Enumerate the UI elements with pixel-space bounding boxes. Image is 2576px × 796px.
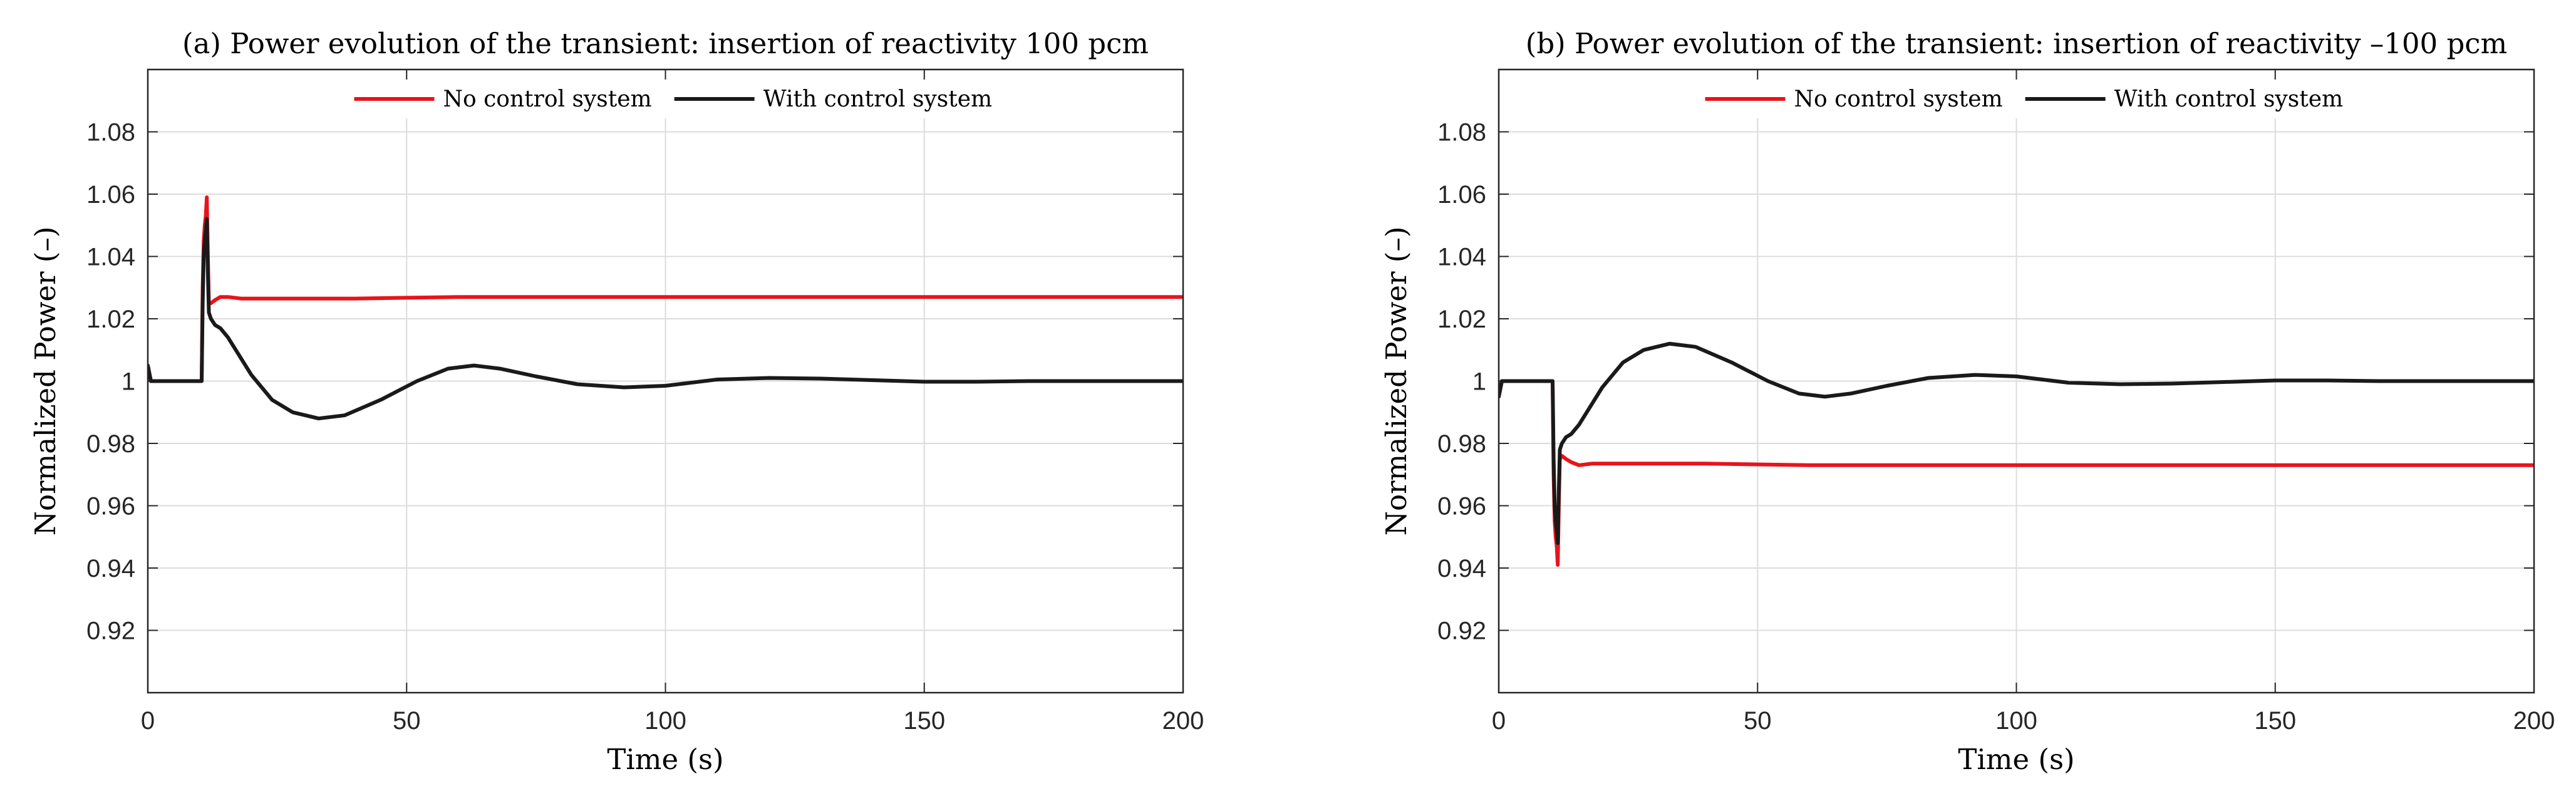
panel-b-legend-box [1694, 80, 2339, 118]
panel-b-ytick-label-8: 1.08 [1437, 119, 1486, 147]
panel-a-ylabel: Normalized Power (–) [29, 227, 62, 536]
panel-a-ytick-label-7: 1.06 [86, 181, 135, 209]
panel-b-series-with-control [1499, 341, 2534, 545]
panel-b-xtick-label-4: 200 [2513, 707, 2555, 735]
panel-b-ytick-label-1: 0.94 [1437, 555, 1486, 582]
panel-a-ytick-label-8: 1.08 [86, 119, 135, 147]
panel-b-ylabel: Normalized Power (–) [1380, 227, 1413, 536]
panel-b-xtick-label-2: 100 [1995, 707, 2037, 735]
panel-a-xtick-label-3: 150 [903, 707, 945, 735]
panel-a-ytick-label-3: 0.98 [86, 430, 135, 458]
panel-a-ytick-label-6: 1.04 [86, 244, 135, 271]
panel-b-axes-box [1497, 68, 2535, 694]
panel-b-xlabel: Time (s) [1958, 743, 2074, 776]
panel-a-ytick-label-1: 0.94 [86, 555, 135, 582]
panel-b: 0 50 100 150 200 0.92 0.94 0.96 0.98 1 1.02 1.04 1.0… [1380, 27, 2555, 776]
panel-b-ytick-label-3: 0.98 [1437, 430, 1486, 458]
panel-b-xtick-label-0: 0 [1492, 707, 1506, 735]
panel-a-legend-label-with-control: With control system [763, 86, 993, 112]
panel-a-title: (a) Power evolution of the transient: in… [182, 27, 1149, 60]
panel-a-legend-box [343, 80, 988, 118]
panel-b-ytick-label-2: 0.96 [1437, 493, 1486, 520]
panel-a-series-with-control [148, 217, 1183, 421]
panel-a-xtick-label-2: 100 [644, 707, 686, 735]
panel-a-ytick-label-2: 0.96 [86, 493, 135, 520]
panel-a-xlabel: Time (s) [607, 743, 723, 776]
panel-a: 0 50 100 150 200 0.92 0.94 0.96 0.98 1 1.02 1.04 1.0… [29, 27, 1204, 776]
panel-a-xtick-label-4: 200 [1162, 707, 1204, 735]
panel-a-ytick-label-0: 0.92 [86, 618, 135, 645]
panel-b-ytick-label-0: 0.92 [1437, 618, 1486, 645]
panel-a-axes-box [147, 68, 1184, 694]
panel-b-legend: No control system With control system [1694, 80, 2344, 118]
panel-a-legend-label-no-control: No control system [443, 86, 652, 112]
panel-b-title: (b) Power evolution of the transient: in… [1526, 27, 2507, 60]
panel-b-ytick-label-4: 1 [1472, 368, 1486, 396]
panel-b-ytick-label-6: 1.04 [1437, 244, 1486, 271]
panel-b-ytick-label-7: 1.06 [1437, 181, 1486, 209]
panel-a-xtick-label-1: 50 [393, 707, 421, 735]
panel-a-legend: No control system With control system [343, 80, 993, 118]
panel-b-xtick-label-3: 150 [2254, 707, 2296, 735]
panel-a-ytick-label-4: 1 [122, 368, 135, 396]
panel-b-legend-label-no-control: No control system [1794, 86, 2003, 112]
panel-b-ytick-label-5: 1.02 [1437, 306, 1486, 333]
panel-a-ytick-label-5: 1.02 [86, 306, 135, 333]
panel-a-xtick-label-0: 0 [141, 707, 155, 735]
panel-b-xtick-label-1: 50 [1744, 707, 1772, 735]
panel-b-legend-label-with-control: With control system [2114, 86, 2344, 112]
